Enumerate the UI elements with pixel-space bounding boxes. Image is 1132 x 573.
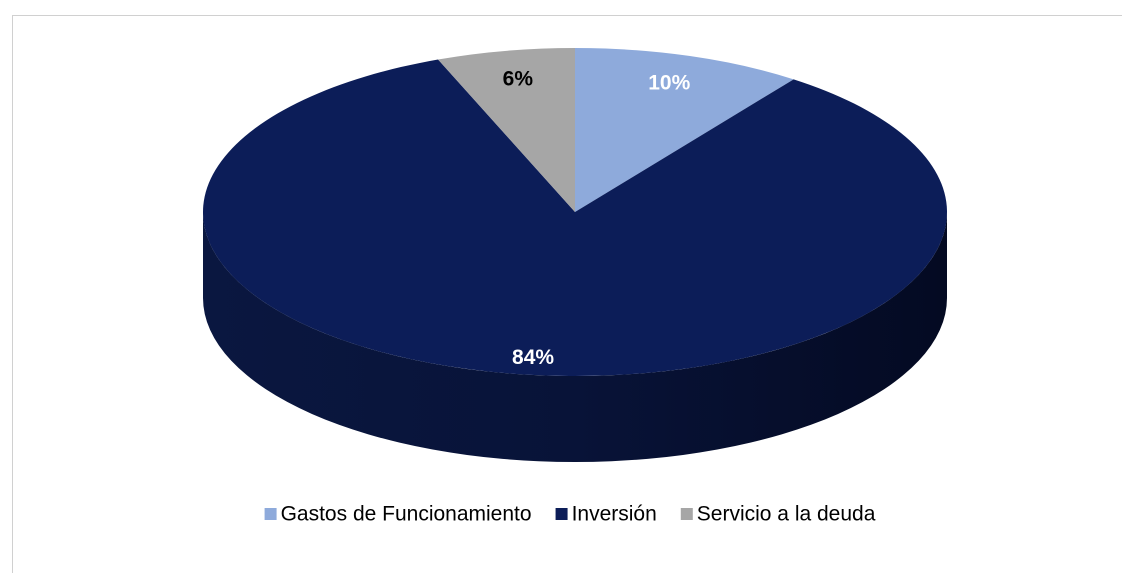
legend-swatch — [680, 508, 693, 520]
value-label: 6% — [503, 67, 534, 90]
legend-swatch — [555, 508, 568, 520]
value-label: 84% — [512, 346, 554, 369]
legend-label: Inversión — [572, 503, 657, 526]
value-label: 10% — [648, 72, 690, 95]
legend-label: Gastos de Funcionamiento — [281, 503, 532, 526]
legend-swatch — [264, 508, 277, 520]
pie-side — [203, 212, 947, 462]
pie-slice — [438, 48, 575, 212]
legend-label: Servicio a la deuda — [697, 503, 876, 526]
pie-slice — [202, 59, 947, 376]
pie-slice — [575, 48, 794, 212]
